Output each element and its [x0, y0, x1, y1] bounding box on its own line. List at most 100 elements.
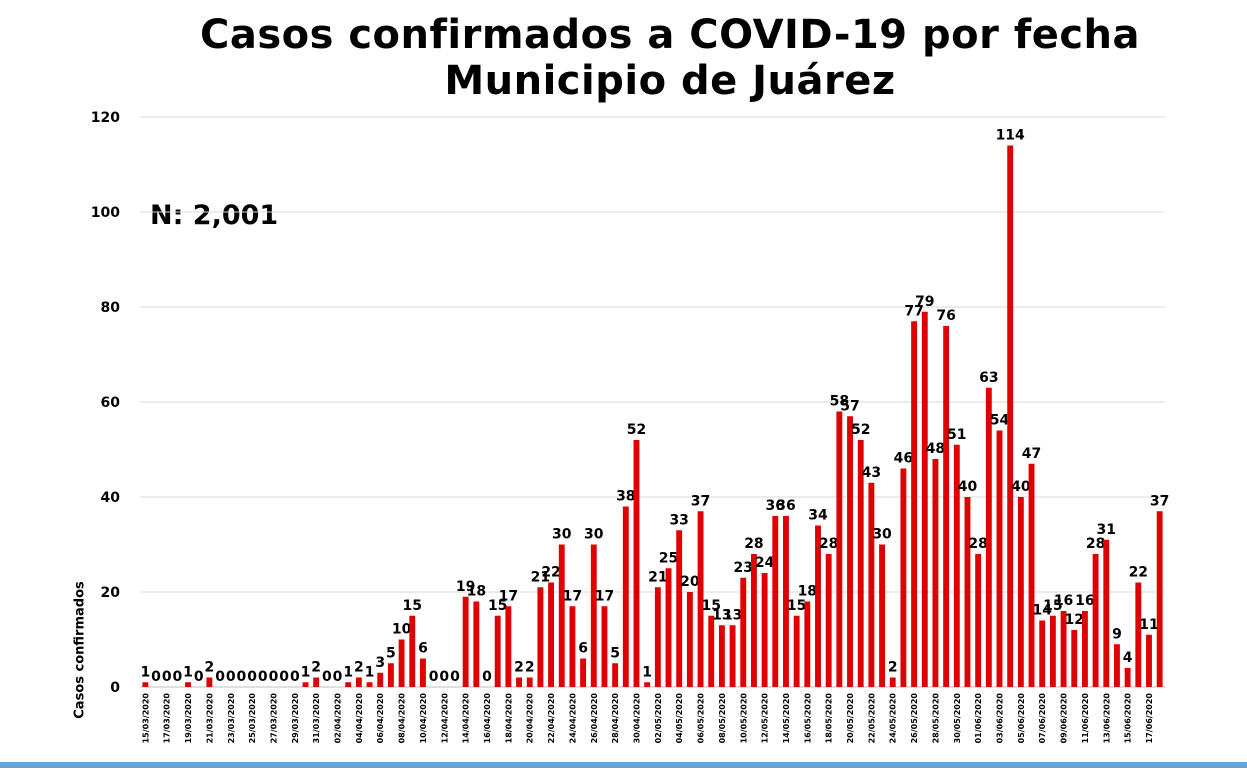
bar — [750, 554, 757, 687]
bar — [1135, 582, 1142, 687]
data-label: 2 — [888, 660, 898, 676]
x-tick-label: 02/04/2020 — [334, 693, 343, 744]
bar — [1060, 611, 1067, 687]
x-tick-label: 22/05/2020 — [867, 693, 876, 744]
x-tick-label: 27/03/2020 — [269, 693, 278, 744]
x-tick-label: 16/04/2020 — [483, 693, 492, 744]
x-tick-label: 28/05/2020 — [931, 693, 940, 744]
data-label: 76 — [936, 308, 955, 324]
bar — [665, 568, 672, 687]
data-label: 47 — [1022, 446, 1041, 462]
data-label: 0 — [237, 669, 247, 685]
data-label: 28 — [1086, 536, 1105, 552]
x-tick-label: 24/05/2020 — [889, 693, 898, 744]
x-tick-label: 18/04/2020 — [504, 693, 513, 744]
data-label: 22 — [541, 565, 560, 581]
data-label: 20 — [680, 574, 700, 590]
data-label: 30 — [552, 527, 572, 543]
x-tick-label: 31/03/2020 — [312, 693, 321, 744]
data-label: 11 — [1139, 617, 1158, 633]
data-label: 1 — [301, 664, 311, 680]
data-label: 58 — [830, 394, 849, 410]
data-label: 15 — [1043, 598, 1062, 614]
data-label: 54 — [990, 413, 1010, 429]
data-label: 37 — [691, 493, 710, 509]
x-tick-label: 08/04/2020 — [398, 693, 407, 744]
data-label: 0 — [226, 669, 236, 685]
data-label: 1 — [140, 664, 150, 680]
bar — [804, 601, 811, 687]
data-label: 24 — [755, 555, 775, 571]
bar — [1007, 145, 1014, 687]
bar — [1017, 497, 1024, 687]
x-tick-label: 17/06/2020 — [1145, 693, 1154, 744]
data-label: 33 — [669, 512, 688, 528]
bar — [387, 663, 394, 687]
bar — [783, 516, 789, 687]
x-tick-label: 23/03/2020 — [227, 693, 236, 744]
bar — [708, 615, 715, 687]
chart-title-line1: Casos confirmados a COVID-19 por fecha — [199, 12, 1141, 58]
data-label: 13 — [712, 607, 731, 623]
data-label: 63 — [979, 370, 998, 386]
x-tick-label: 01/06/2020 — [974, 693, 983, 744]
y-tick-label: 20 — [101, 585, 121, 601]
data-label: 0 — [450, 669, 460, 685]
bar — [911, 321, 918, 687]
bar — [740, 577, 747, 687]
bar — [313, 677, 320, 687]
data-label: 0 — [482, 669, 492, 685]
data-label: 18 — [798, 584, 817, 600]
bar — [601, 606, 608, 687]
x-tick-label: 08/05/2020 — [718, 693, 727, 744]
data-label: 0 — [279, 669, 289, 685]
bar — [1124, 668, 1131, 687]
data-label: 0 — [162, 669, 172, 685]
data-label: 46 — [894, 451, 913, 467]
bar — [921, 311, 928, 687]
data-label: 0 — [215, 669, 225, 685]
data-label: 0 — [172, 669, 182, 685]
y-tick-label: 100 — [91, 205, 120, 221]
data-label: 16 — [1075, 593, 1094, 609]
x-tick-label: 06/05/2020 — [697, 693, 706, 744]
bar — [1039, 620, 1046, 687]
x-tick-label: 20/04/2020 — [526, 693, 535, 744]
bar — [345, 682, 352, 687]
data-label: 21 — [648, 569, 667, 585]
bar — [761, 573, 768, 687]
bar — [1103, 539, 1110, 687]
bar — [580, 658, 587, 687]
x-tick-label: 24/04/2020 — [568, 693, 577, 744]
x-tick-label: 26/05/2020 — [910, 693, 919, 744]
bar — [975, 554, 982, 687]
bar — [1092, 554, 1099, 687]
data-label: 79 — [915, 294, 934, 310]
data-label: 40 — [958, 479, 978, 495]
bar — [494, 615, 501, 687]
data-label: 0 — [194, 669, 204, 685]
bar — [900, 468, 907, 687]
bar — [185, 682, 191, 687]
data-label: 114 — [996, 128, 1025, 144]
bar — [996, 430, 1003, 687]
y-tick-label: 120 — [91, 110, 120, 126]
bar — [847, 416, 853, 687]
bar — [964, 497, 971, 687]
data-label: 77 — [904, 303, 923, 319]
x-tick-label: 29/03/2020 — [291, 693, 300, 744]
data-label: 57 — [840, 398, 859, 414]
data-label: 0 — [439, 669, 449, 685]
data-label: 0 — [247, 669, 257, 685]
data-label: 36 — [776, 498, 795, 514]
bar — [1156, 511, 1163, 687]
data-label: 0 — [258, 669, 268, 685]
bar — [1146, 634, 1152, 687]
x-tick-label: 26/04/2020 — [590, 693, 599, 744]
x-tick-label: 04/04/2020 — [355, 693, 364, 744]
bar — [462, 596, 469, 687]
bar — [420, 658, 426, 687]
data-label: 19 — [456, 579, 475, 595]
bar — [1081, 611, 1088, 687]
data-label: 51 — [947, 427, 966, 443]
